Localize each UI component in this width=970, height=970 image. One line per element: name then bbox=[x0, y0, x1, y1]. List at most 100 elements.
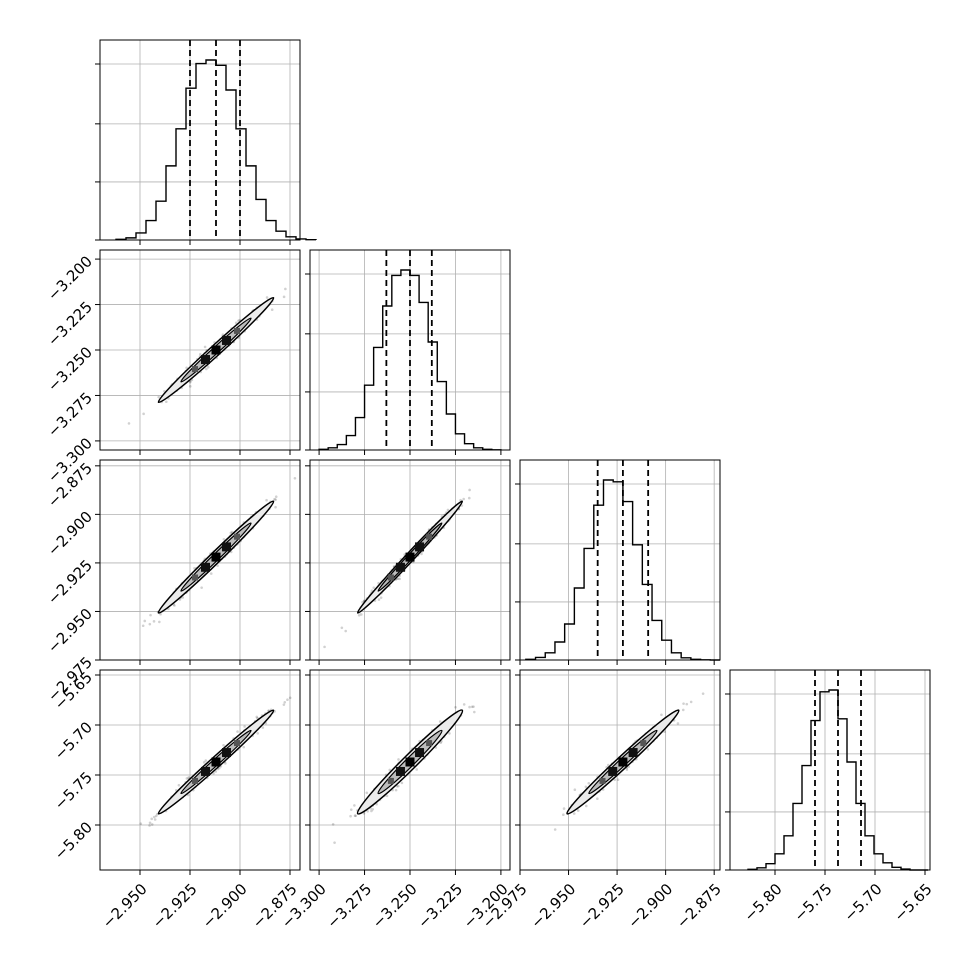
scatter-point bbox=[206, 365, 210, 369]
scatter-point bbox=[236, 730, 239, 733]
scatter-point bbox=[242, 745, 246, 749]
histogram-panel bbox=[515, 459, 721, 665]
scatter-point bbox=[282, 295, 286, 299]
scatter-point bbox=[148, 821, 152, 825]
scatter-point bbox=[446, 508, 450, 512]
scatter-point bbox=[286, 698, 289, 702]
scatter-point bbox=[398, 577, 401, 581]
density-block bbox=[222, 335, 231, 345]
scatter-point bbox=[165, 400, 168, 404]
scatter-point bbox=[188, 380, 192, 384]
scatter-point bbox=[701, 692, 705, 695]
scatter-point bbox=[448, 732, 451, 735]
density-blocks bbox=[387, 740, 433, 784]
scatter-point bbox=[353, 804, 356, 807]
density-block bbox=[192, 777, 198, 784]
density-block bbox=[234, 740, 240, 747]
scatter-point bbox=[282, 703, 286, 706]
scatter-point bbox=[148, 824, 151, 827]
scatter-point bbox=[394, 788, 398, 792]
density-blocks bbox=[387, 533, 433, 581]
scatter-point bbox=[274, 495, 278, 498]
histogram-panel bbox=[725, 669, 931, 875]
density-block bbox=[387, 777, 394, 784]
y-tick-label: −5.70 bbox=[51, 718, 96, 763]
scatter-point bbox=[562, 807, 566, 810]
scatter-point bbox=[366, 809, 369, 813]
scatter-point bbox=[462, 497, 465, 501]
scatter-point bbox=[256, 732, 260, 735]
x-tick-label: −3.275 bbox=[323, 880, 375, 932]
scatter-point bbox=[676, 722, 680, 725]
density-block bbox=[618, 757, 628, 767]
scatter-point bbox=[188, 385, 192, 388]
panel-frame bbox=[99, 669, 301, 871]
scatter-point bbox=[349, 814, 352, 818]
scatter-point bbox=[270, 308, 274, 312]
scatter-point bbox=[323, 645, 326, 649]
panel-frame bbox=[99, 39, 301, 241]
scatter-point bbox=[139, 822, 143, 826]
density-block bbox=[415, 542, 425, 552]
scatter-point bbox=[370, 809, 373, 813]
scatter-point bbox=[360, 613, 363, 616]
y-tick-label: −2.925 bbox=[44, 556, 96, 608]
scatter-point bbox=[293, 476, 297, 480]
y-tick-label: −3.275 bbox=[44, 389, 96, 441]
scatter-panel bbox=[305, 459, 511, 665]
scatter-point bbox=[606, 763, 610, 767]
density-block bbox=[608, 766, 618, 776]
scatter-point bbox=[362, 812, 366, 815]
scatter-point bbox=[142, 412, 145, 416]
density-block bbox=[387, 574, 394, 581]
scatter-point bbox=[149, 613, 152, 617]
scatter-point bbox=[562, 813, 565, 817]
scatter-point bbox=[273, 497, 276, 501]
density-block bbox=[222, 542, 231, 552]
panel-frame bbox=[519, 459, 721, 661]
panel-frame bbox=[309, 459, 511, 661]
density-block bbox=[426, 533, 433, 540]
scatter-panel bbox=[95, 249, 301, 455]
density-block bbox=[222, 748, 231, 758]
scatter-point bbox=[576, 809, 580, 812]
scatter-point bbox=[204, 759, 208, 762]
scatter-point bbox=[152, 620, 156, 623]
y-tick-label: −2.950 bbox=[44, 605, 96, 657]
scatter-point bbox=[682, 702, 685, 705]
scatter-point bbox=[152, 815, 156, 819]
scatter-point bbox=[261, 726, 265, 729]
scatter-point bbox=[470, 705, 474, 709]
panel-frame bbox=[309, 249, 511, 451]
scatter-point bbox=[625, 768, 629, 771]
scatter-point bbox=[467, 496, 471, 500]
x-tick-label: −3.225 bbox=[414, 880, 466, 932]
scatter-point bbox=[353, 814, 357, 818]
density-block bbox=[211, 757, 221, 767]
scatter-point bbox=[584, 804, 588, 808]
scatter-point bbox=[154, 814, 158, 818]
x-tick-label: −2.950 bbox=[99, 880, 151, 932]
y-tick-label: −3.225 bbox=[44, 298, 96, 350]
scatter-point bbox=[177, 783, 181, 787]
scatter-point bbox=[193, 566, 196, 570]
scatter-point bbox=[462, 703, 466, 706]
scatter-point bbox=[385, 794, 389, 798]
density-block bbox=[426, 740, 433, 747]
scatter-point bbox=[331, 823, 335, 826]
scatter-panel bbox=[95, 459, 301, 665]
y-tick-label: −3.200 bbox=[44, 252, 96, 304]
scatter-point bbox=[689, 700, 693, 704]
panel-frame bbox=[309, 669, 511, 871]
density-block bbox=[640, 740, 647, 747]
scatter-point bbox=[572, 812, 576, 815]
scatter-point bbox=[127, 422, 131, 425]
scatter-point bbox=[274, 505, 277, 509]
panel-frame bbox=[729, 669, 931, 871]
density-block bbox=[395, 766, 405, 776]
scatter-panel bbox=[95, 669, 301, 875]
scatter-point bbox=[584, 785, 588, 789]
histogram-panel bbox=[305, 249, 511, 455]
scatter-point bbox=[288, 696, 292, 700]
scatter-point bbox=[198, 353, 202, 356]
